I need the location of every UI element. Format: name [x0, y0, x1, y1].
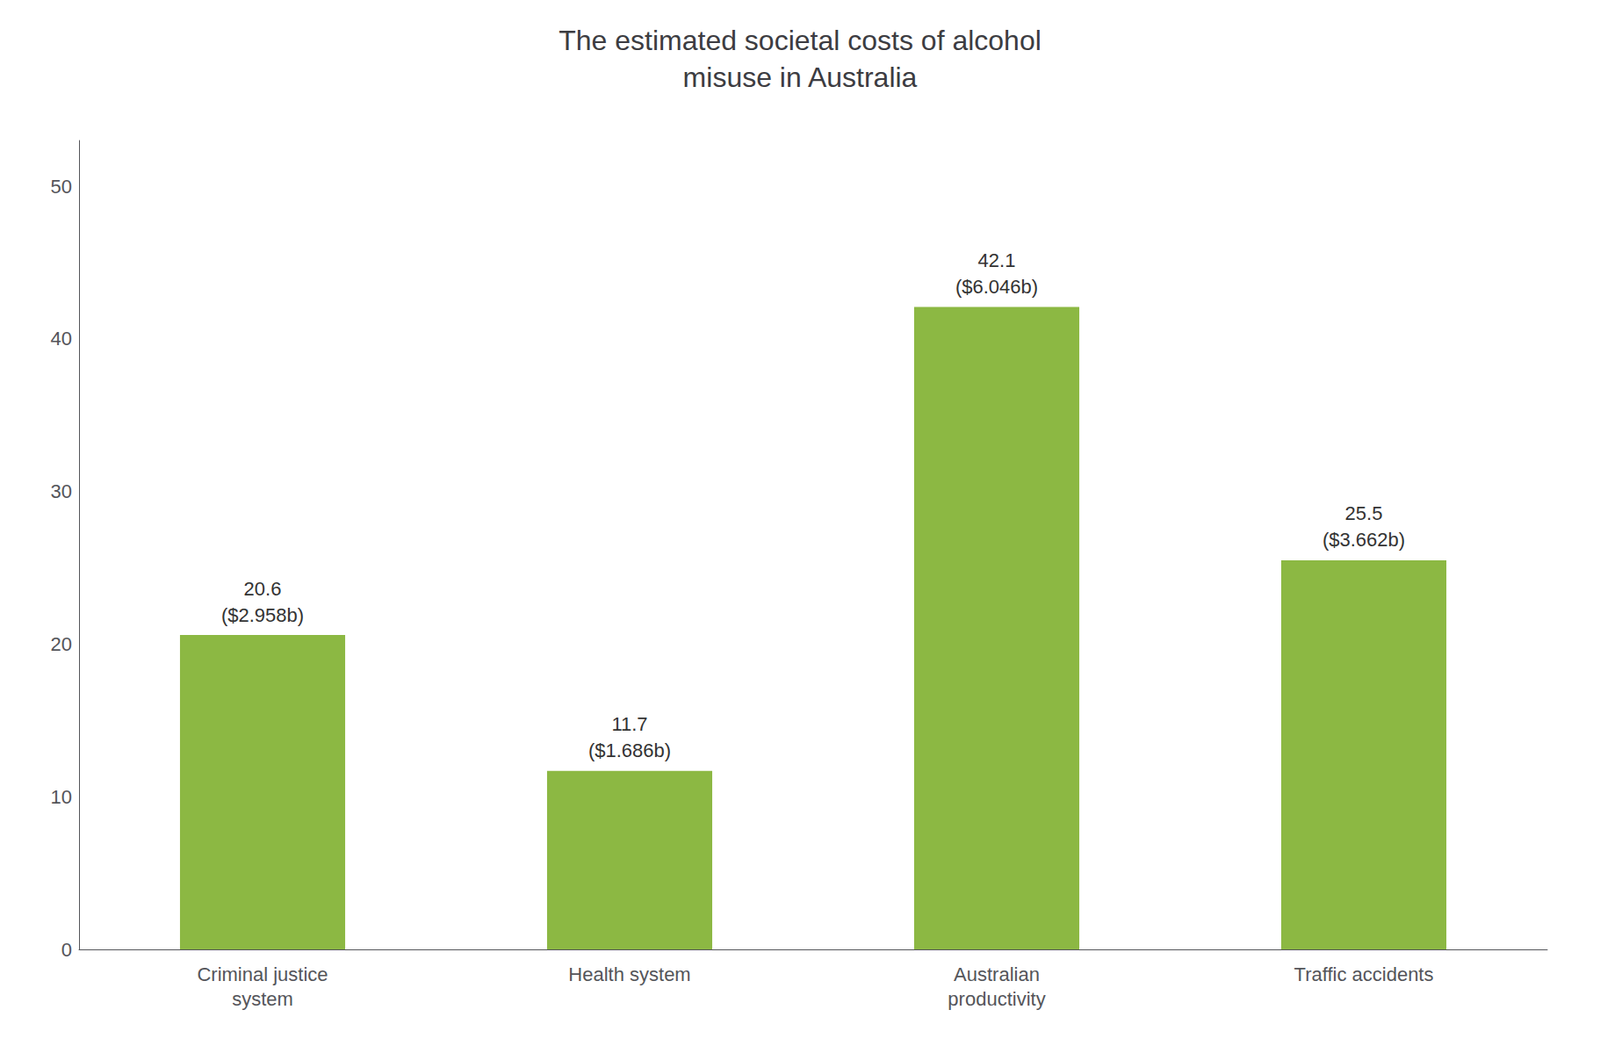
svg-text:Health system: Health system [568, 963, 691, 986]
svg-text:($2.958b): ($2.958b) [221, 604, 304, 627]
svg-text:misuse in Australia: misuse in Australia [683, 61, 918, 94]
svg-text:50: 50 [50, 175, 73, 198]
svg-text:($6.046b): ($6.046b) [955, 275, 1038, 298]
svg-text:Traffic accidents: Traffic accidents [1294, 963, 1435, 986]
svg-text:0: 0 [61, 938, 73, 961]
svg-text:10: 10 [50, 785, 73, 808]
svg-text:system: system [231, 987, 294, 1010]
svg-text:25.5: 25.5 [1345, 502, 1384, 525]
svg-text:productivity: productivity [947, 987, 1046, 1010]
svg-text:30: 30 [50, 480, 73, 503]
svg-text:($3.662b): ($3.662b) [1322, 528, 1406, 551]
svg-text:Criminal justice: Criminal justice [196, 963, 328, 986]
svg-text:42.1: 42.1 [978, 249, 1017, 272]
svg-text:($1.686b): ($1.686b) [588, 739, 671, 762]
svg-text:40: 40 [50, 327, 73, 350]
svg-text:The estimated societal costs o: The estimated societal costs of alcohol [558, 24, 1042, 57]
svg-text:20: 20 [50, 633, 73, 656]
svg-text:20.6: 20.6 [244, 577, 282, 600]
svg-text:Australian: Australian [953, 963, 1040, 986]
svg-text:11.7: 11.7 [611, 713, 648, 736]
